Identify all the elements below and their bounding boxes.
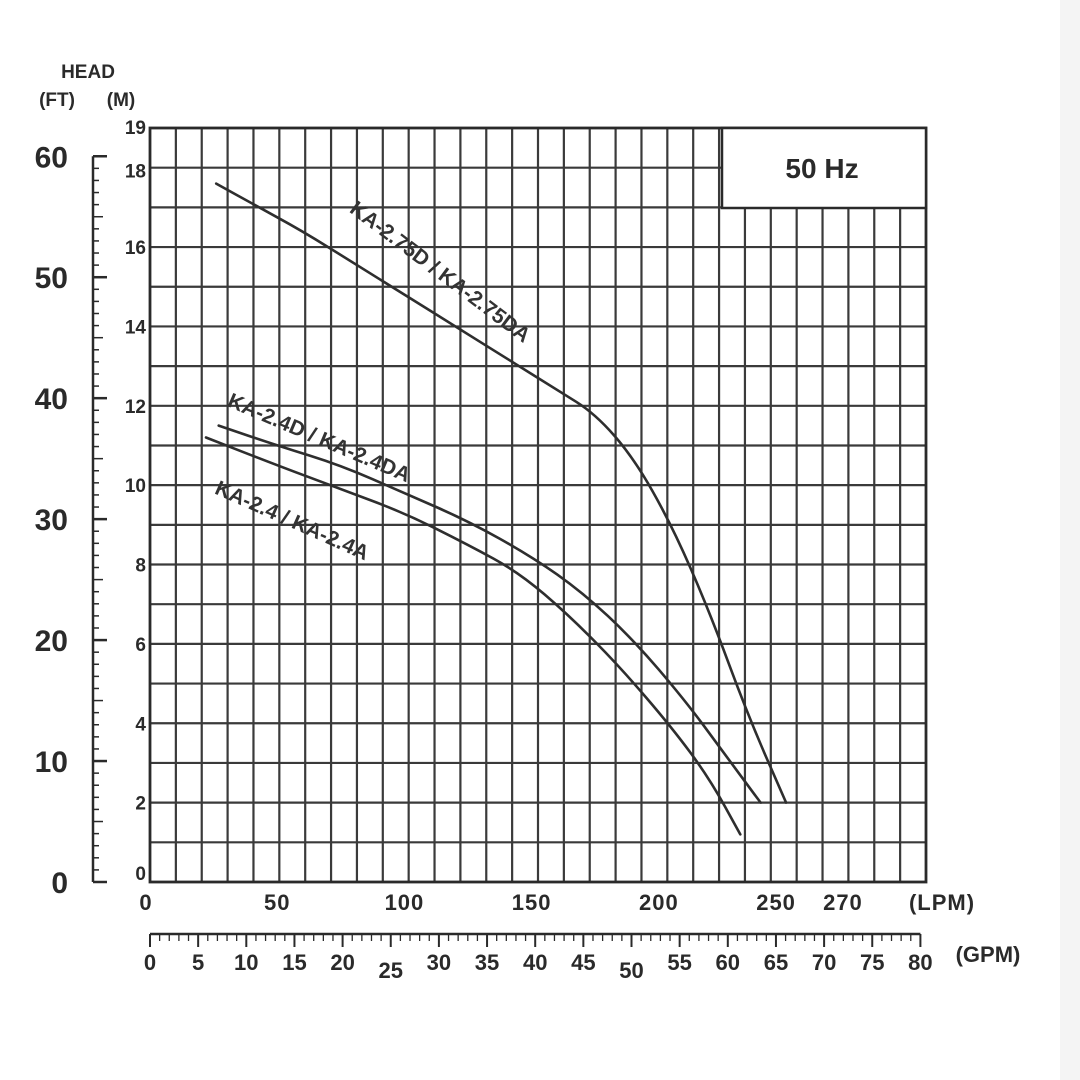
- gpm-tick-label: 50: [619, 958, 643, 983]
- curves: [204, 182, 788, 836]
- plot-frame: [148, 126, 928, 884]
- lpm-tick-label: 200: [639, 890, 679, 915]
- lpm-tick-label: 100: [385, 890, 425, 915]
- m-tick-label: 16: [125, 238, 146, 259]
- m-tick-label: 4: [135, 714, 146, 735]
- ft-tick-label: 10: [35, 746, 68, 779]
- curve-series-1: [214, 182, 788, 804]
- gpm-tick-label: 55: [667, 950, 691, 975]
- m-tick-label: 19: [125, 118, 146, 139]
- ft-tick-label: 30: [35, 504, 68, 537]
- m-tick-label: 8: [135, 556, 146, 577]
- lpm-tick-label: 50: [264, 890, 290, 915]
- ft-tick-label: 50: [35, 262, 68, 295]
- gpm-axis: 0 5 10 15 20 25 30 35 40 45 50 55 60 65 70 75 80: [144, 932, 933, 983]
- curve-series-2: [217, 424, 762, 804]
- gpm-tick-label: 5: [192, 950, 204, 975]
- curve-series-3: [204, 436, 742, 836]
- right-edge-strip: [1060, 0, 1080, 1080]
- x-unit-lpm: (LPM): [909, 890, 975, 915]
- gpm-tick-label: 15: [282, 950, 306, 975]
- lpm-tick-label: 270: [823, 890, 863, 915]
- ft-tick-label: 20: [35, 625, 68, 658]
- plot-border: [148, 126, 928, 884]
- gpm-tick-label: 20: [330, 950, 354, 975]
- lpm-tick-label: 150: [512, 890, 552, 915]
- frequency-box: [720, 126, 928, 210]
- m-tick-label: 0: [135, 864, 146, 885]
- curve-label-3: KA-2.4 / KA-2.4A: [212, 477, 373, 565]
- frequency-label: 50 Hz: [785, 153, 858, 184]
- y-unit-m: (M): [107, 90, 135, 111]
- lpm-axis: 0 50 100 150 200 250 270: [139, 890, 863, 915]
- ft-axis: 0 10 20 30 40 50 60: [35, 141, 107, 900]
- gpm-tick-label: 40: [523, 950, 547, 975]
- m-axis: 0 2 4 6 8 10 12 14 16 18 19: [125, 118, 147, 885]
- curve-label-1: KA-2.75D / KA-2.75DA: [345, 197, 534, 347]
- gpm-tick-label: 70: [812, 950, 836, 975]
- lpm-tick-label: 0: [139, 890, 152, 915]
- gpm-tick-label: 0: [144, 950, 156, 975]
- y-axis-title: HEAD: [61, 62, 115, 83]
- gpm-tick-label: 65: [764, 950, 788, 975]
- gpm-tick-label: 10: [234, 950, 258, 975]
- gpm-tick-label: 80: [908, 950, 932, 975]
- x-unit-gpm: (GPM): [956, 942, 1021, 967]
- ft-tick-label: 40: [35, 383, 68, 416]
- m-tick-label: 6: [135, 635, 146, 656]
- m-tick-label: 14: [125, 317, 147, 338]
- gpm-tick-label: 60: [716, 950, 740, 975]
- gpm-tick-label: 45: [571, 950, 595, 975]
- m-tick-label: 12: [125, 397, 146, 418]
- m-tick-label: 2: [135, 794, 146, 815]
- gpm-tick-label: 35: [475, 950, 499, 975]
- gpm-tick-label: 25: [379, 958, 403, 983]
- gpm-tick-label: 30: [427, 950, 451, 975]
- ft-tick-label: 60: [35, 141, 68, 174]
- lpm-tick-label: 250: [756, 890, 796, 915]
- m-tick-label: 10: [125, 476, 146, 497]
- ft-tick-label: 0: [51, 867, 68, 900]
- gpm-tick-label: 75: [860, 950, 884, 975]
- m-tick-label: 18: [125, 162, 146, 183]
- y-unit-ft: (FT): [39, 90, 75, 111]
